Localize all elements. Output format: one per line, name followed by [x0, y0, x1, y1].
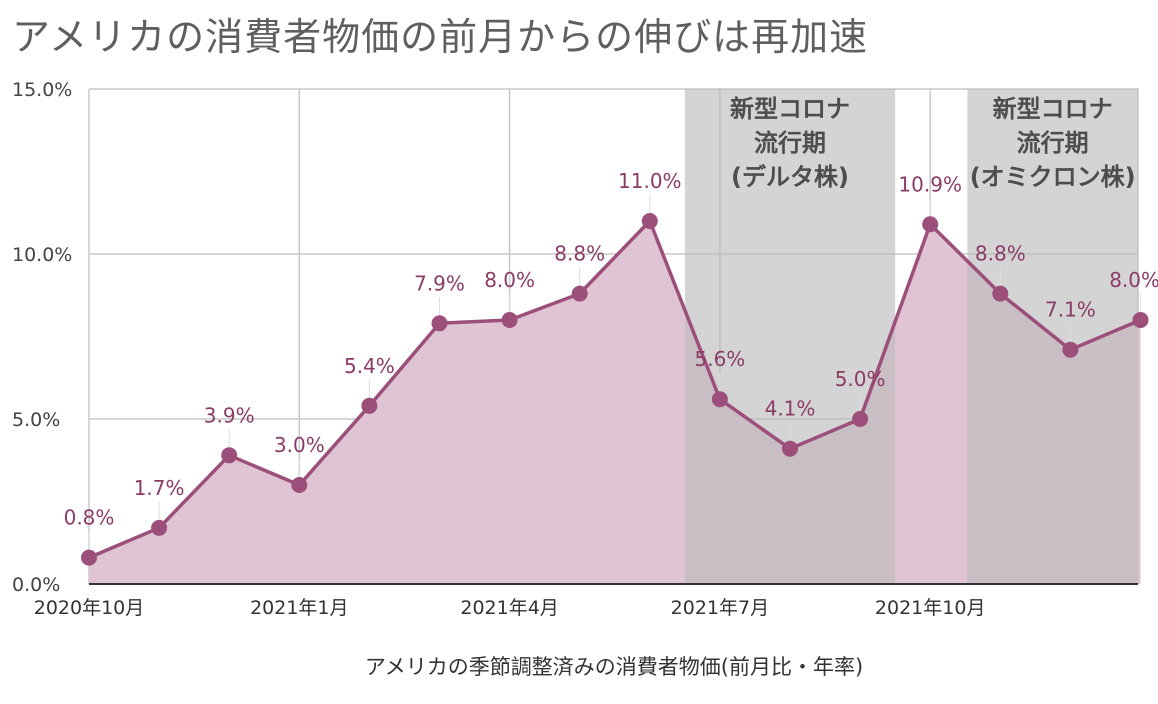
- data-label: 5.4%: [344, 354, 395, 378]
- data-label: 3.0%: [274, 433, 325, 457]
- shaded-period-label: 新型コロナ: [993, 95, 1113, 123]
- data-point: [922, 216, 939, 233]
- shaded-period-label: 流行期: [754, 129, 826, 157]
- chart-title: アメリカの消費者物価の前月からの伸びは再加速: [12, 15, 869, 59]
- data-point: [992, 285, 1009, 302]
- data-point: [81, 549, 97, 566]
- x-axis-title: アメリカの季節調整済みの消費者物価(前月比・年率): [365, 655, 863, 679]
- data-point: [291, 477, 308, 493]
- data-label: 3.9%: [204, 403, 255, 427]
- data-point: [151, 519, 168, 536]
- data-point: [711, 391, 728, 408]
- shaded-period-label: 流行期: [1017, 129, 1089, 157]
- data-label: 8.8%: [975, 242, 1026, 266]
- x-tick-label: 2020年10月: [34, 597, 145, 619]
- data-point: [221, 447, 238, 464]
- series-line: [88, 219, 1142, 560]
- data-label: 8.0%: [1109, 268, 1158, 292]
- x-tick-label: 2021年4月: [460, 597, 558, 619]
- x-tick-label: 2021年7月: [671, 597, 769, 619]
- data-label: 1.7%: [134, 476, 185, 500]
- x-tick-label: 2021年1月: [250, 597, 348, 619]
- data-label: 8.8%: [554, 242, 605, 266]
- data-point: [852, 411, 869, 427]
- data-point: [431, 315, 448, 332]
- shaded-period-delta: [684, 89, 896, 584]
- data-label: 7.9%: [414, 271, 465, 295]
- data-point: [501, 312, 518, 328]
- data-label: 4.1%: [765, 397, 816, 421]
- data-label: 0.8%: [64, 506, 115, 530]
- x-tick-label: 2021年10月: [875, 597, 986, 619]
- shaded-period-label: 新型コロナ: [730, 95, 850, 123]
- data-point: [1062, 341, 1079, 358]
- data-label: 10.9%: [898, 172, 962, 196]
- y-tick-label: 10.0%: [12, 244, 72, 266]
- y-tick-label: 15.0%: [12, 79, 72, 101]
- y-tick-label: 5.0%: [12, 409, 60, 431]
- data-label: 7.1%: [1045, 298, 1096, 322]
- data-point: [1132, 312, 1149, 328]
- data-point: [782, 440, 798, 457]
- y-tick-label: 0.0%: [12, 574, 60, 596]
- shaded-period-label: (オミクロン株): [970, 163, 1136, 191]
- shaded-period-label: (デルタ株): [731, 163, 849, 191]
- data-point: [571, 285, 588, 302]
- data-label: 5.6%: [694, 347, 745, 371]
- data-point: [361, 397, 378, 414]
- data-point: [641, 213, 658, 229]
- data-label: 11.0%: [618, 169, 682, 193]
- data-label: 5.0%: [835, 367, 886, 391]
- data-label: 8.0%: [484, 268, 535, 292]
